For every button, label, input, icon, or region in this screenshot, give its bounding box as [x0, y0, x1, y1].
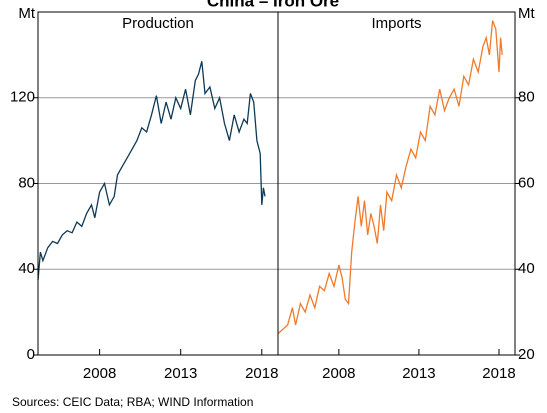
source-note: Sources: CEIC Data; RBA; WIND Informatio… [12, 395, 253, 409]
data-line [277, 20, 503, 335]
x-tick-label: 2008 [322, 365, 355, 382]
chart-title: China – Iron Ore [207, 0, 339, 10]
y-axis-label: Mt [518, 5, 535, 22]
y-tick-label: 20 [518, 346, 535, 363]
y-tick-label: 120 [10, 89, 35, 106]
y-tick-label: 40 [18, 260, 35, 277]
x-tick-label: 2013 [402, 365, 435, 382]
x-tick-label: 2008 [83, 365, 116, 382]
y-tick-label: 0 [27, 346, 35, 363]
y-tick-label: 80 [518, 89, 535, 106]
plot-frame [37, 11, 516, 356]
y-tick-label: 60 [518, 174, 535, 191]
x-tick-label: 2013 [164, 365, 197, 382]
x-tick-label: 2018 [482, 365, 515, 382]
panel-title: Imports [371, 15, 421, 32]
y-tick-label: 40 [518, 260, 535, 277]
x-tick-label: 2018 [245, 365, 278, 382]
y-tick-label: 80 [18, 174, 35, 191]
y-axis-label: Mt [18, 5, 35, 22]
panel-title: Production [122, 15, 194, 32]
data-line [37, 61, 266, 281]
